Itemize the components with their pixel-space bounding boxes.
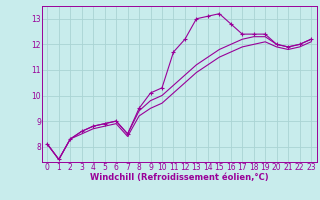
X-axis label: Windchill (Refroidissement éolien,°C): Windchill (Refroidissement éolien,°C) <box>90 173 268 182</box>
